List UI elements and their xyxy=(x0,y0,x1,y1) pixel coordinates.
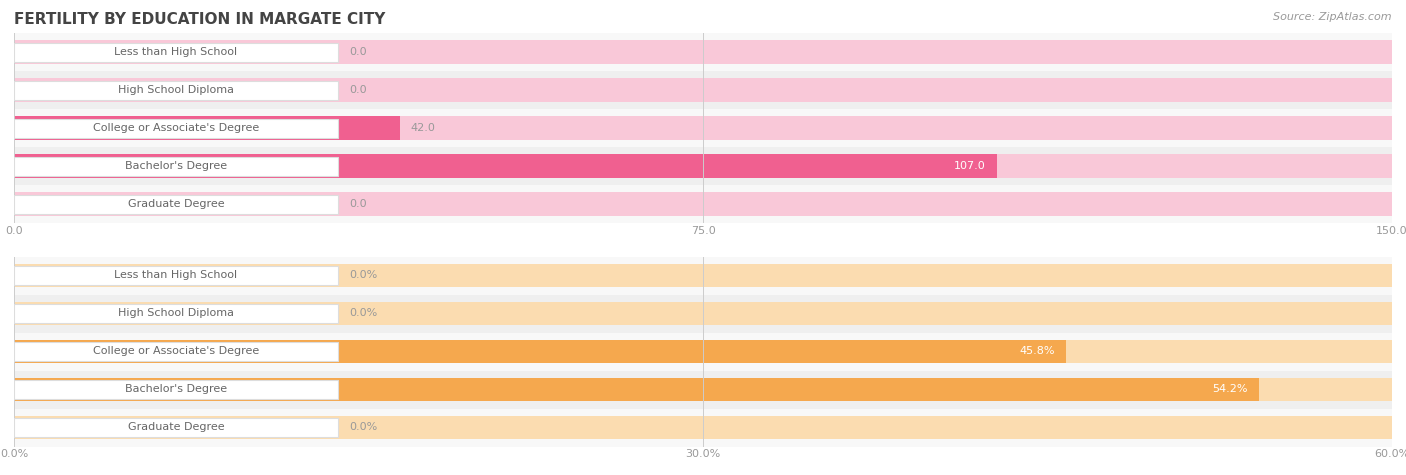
Text: 0.0: 0.0 xyxy=(349,47,367,57)
Text: College or Associate's Degree: College or Associate's Degree xyxy=(93,123,259,133)
Bar xyxy=(14,342,337,361)
Text: 45.8%: 45.8% xyxy=(1019,346,1054,357)
Bar xyxy=(14,157,337,176)
Bar xyxy=(14,33,1392,71)
Bar xyxy=(14,185,1392,223)
Text: 0.0%: 0.0% xyxy=(349,270,377,281)
Bar xyxy=(14,109,1392,147)
Text: FERTILITY BY EDUCATION IN MARGATE CITY: FERTILITY BY EDUCATION IN MARGATE CITY xyxy=(14,12,385,27)
Text: Graduate Degree: Graduate Degree xyxy=(128,422,225,433)
Bar xyxy=(14,340,1392,363)
Bar xyxy=(14,294,1392,332)
Text: Less than High School: Less than High School xyxy=(114,270,238,281)
Bar xyxy=(14,416,1392,439)
Bar xyxy=(14,192,1392,216)
Bar xyxy=(14,408,1392,446)
Text: High School Diploma: High School Diploma xyxy=(118,85,233,95)
Bar xyxy=(14,256,1392,294)
Bar xyxy=(14,264,1392,287)
Bar xyxy=(14,71,1392,109)
Bar xyxy=(14,302,1392,325)
Text: 0.0: 0.0 xyxy=(349,85,367,95)
Text: High School Diploma: High School Diploma xyxy=(118,308,233,319)
Text: Bachelor's Degree: Bachelor's Degree xyxy=(125,161,226,171)
Bar xyxy=(14,81,337,100)
Bar xyxy=(14,378,1392,401)
Bar xyxy=(14,370,1392,408)
Text: Source: ZipAtlas.com: Source: ZipAtlas.com xyxy=(1274,12,1392,22)
Text: 42.0: 42.0 xyxy=(411,123,436,133)
Bar xyxy=(14,40,1392,64)
Bar xyxy=(14,119,337,138)
Bar xyxy=(14,154,997,178)
Bar xyxy=(14,266,337,285)
Text: 0.0%: 0.0% xyxy=(349,308,377,319)
Text: College or Associate's Degree: College or Associate's Degree xyxy=(93,346,259,357)
Text: 107.0: 107.0 xyxy=(955,161,986,171)
Text: 0.0%: 0.0% xyxy=(349,422,377,433)
Text: Less than High School: Less than High School xyxy=(114,47,238,57)
Bar xyxy=(14,43,337,62)
Bar xyxy=(14,304,337,323)
Bar xyxy=(14,154,1392,178)
Bar xyxy=(14,147,1392,185)
Text: Bachelor's Degree: Bachelor's Degree xyxy=(125,384,226,395)
Bar xyxy=(14,78,1392,102)
Bar xyxy=(14,380,337,399)
Bar xyxy=(14,340,1066,363)
Bar xyxy=(14,195,337,214)
Bar xyxy=(14,116,399,140)
Text: Graduate Degree: Graduate Degree xyxy=(128,199,225,209)
Text: 54.2%: 54.2% xyxy=(1212,384,1247,395)
Text: 0.0: 0.0 xyxy=(349,199,367,209)
Bar xyxy=(14,418,337,437)
Bar xyxy=(14,116,1392,140)
Bar xyxy=(14,378,1258,401)
Bar xyxy=(14,332,1392,371)
